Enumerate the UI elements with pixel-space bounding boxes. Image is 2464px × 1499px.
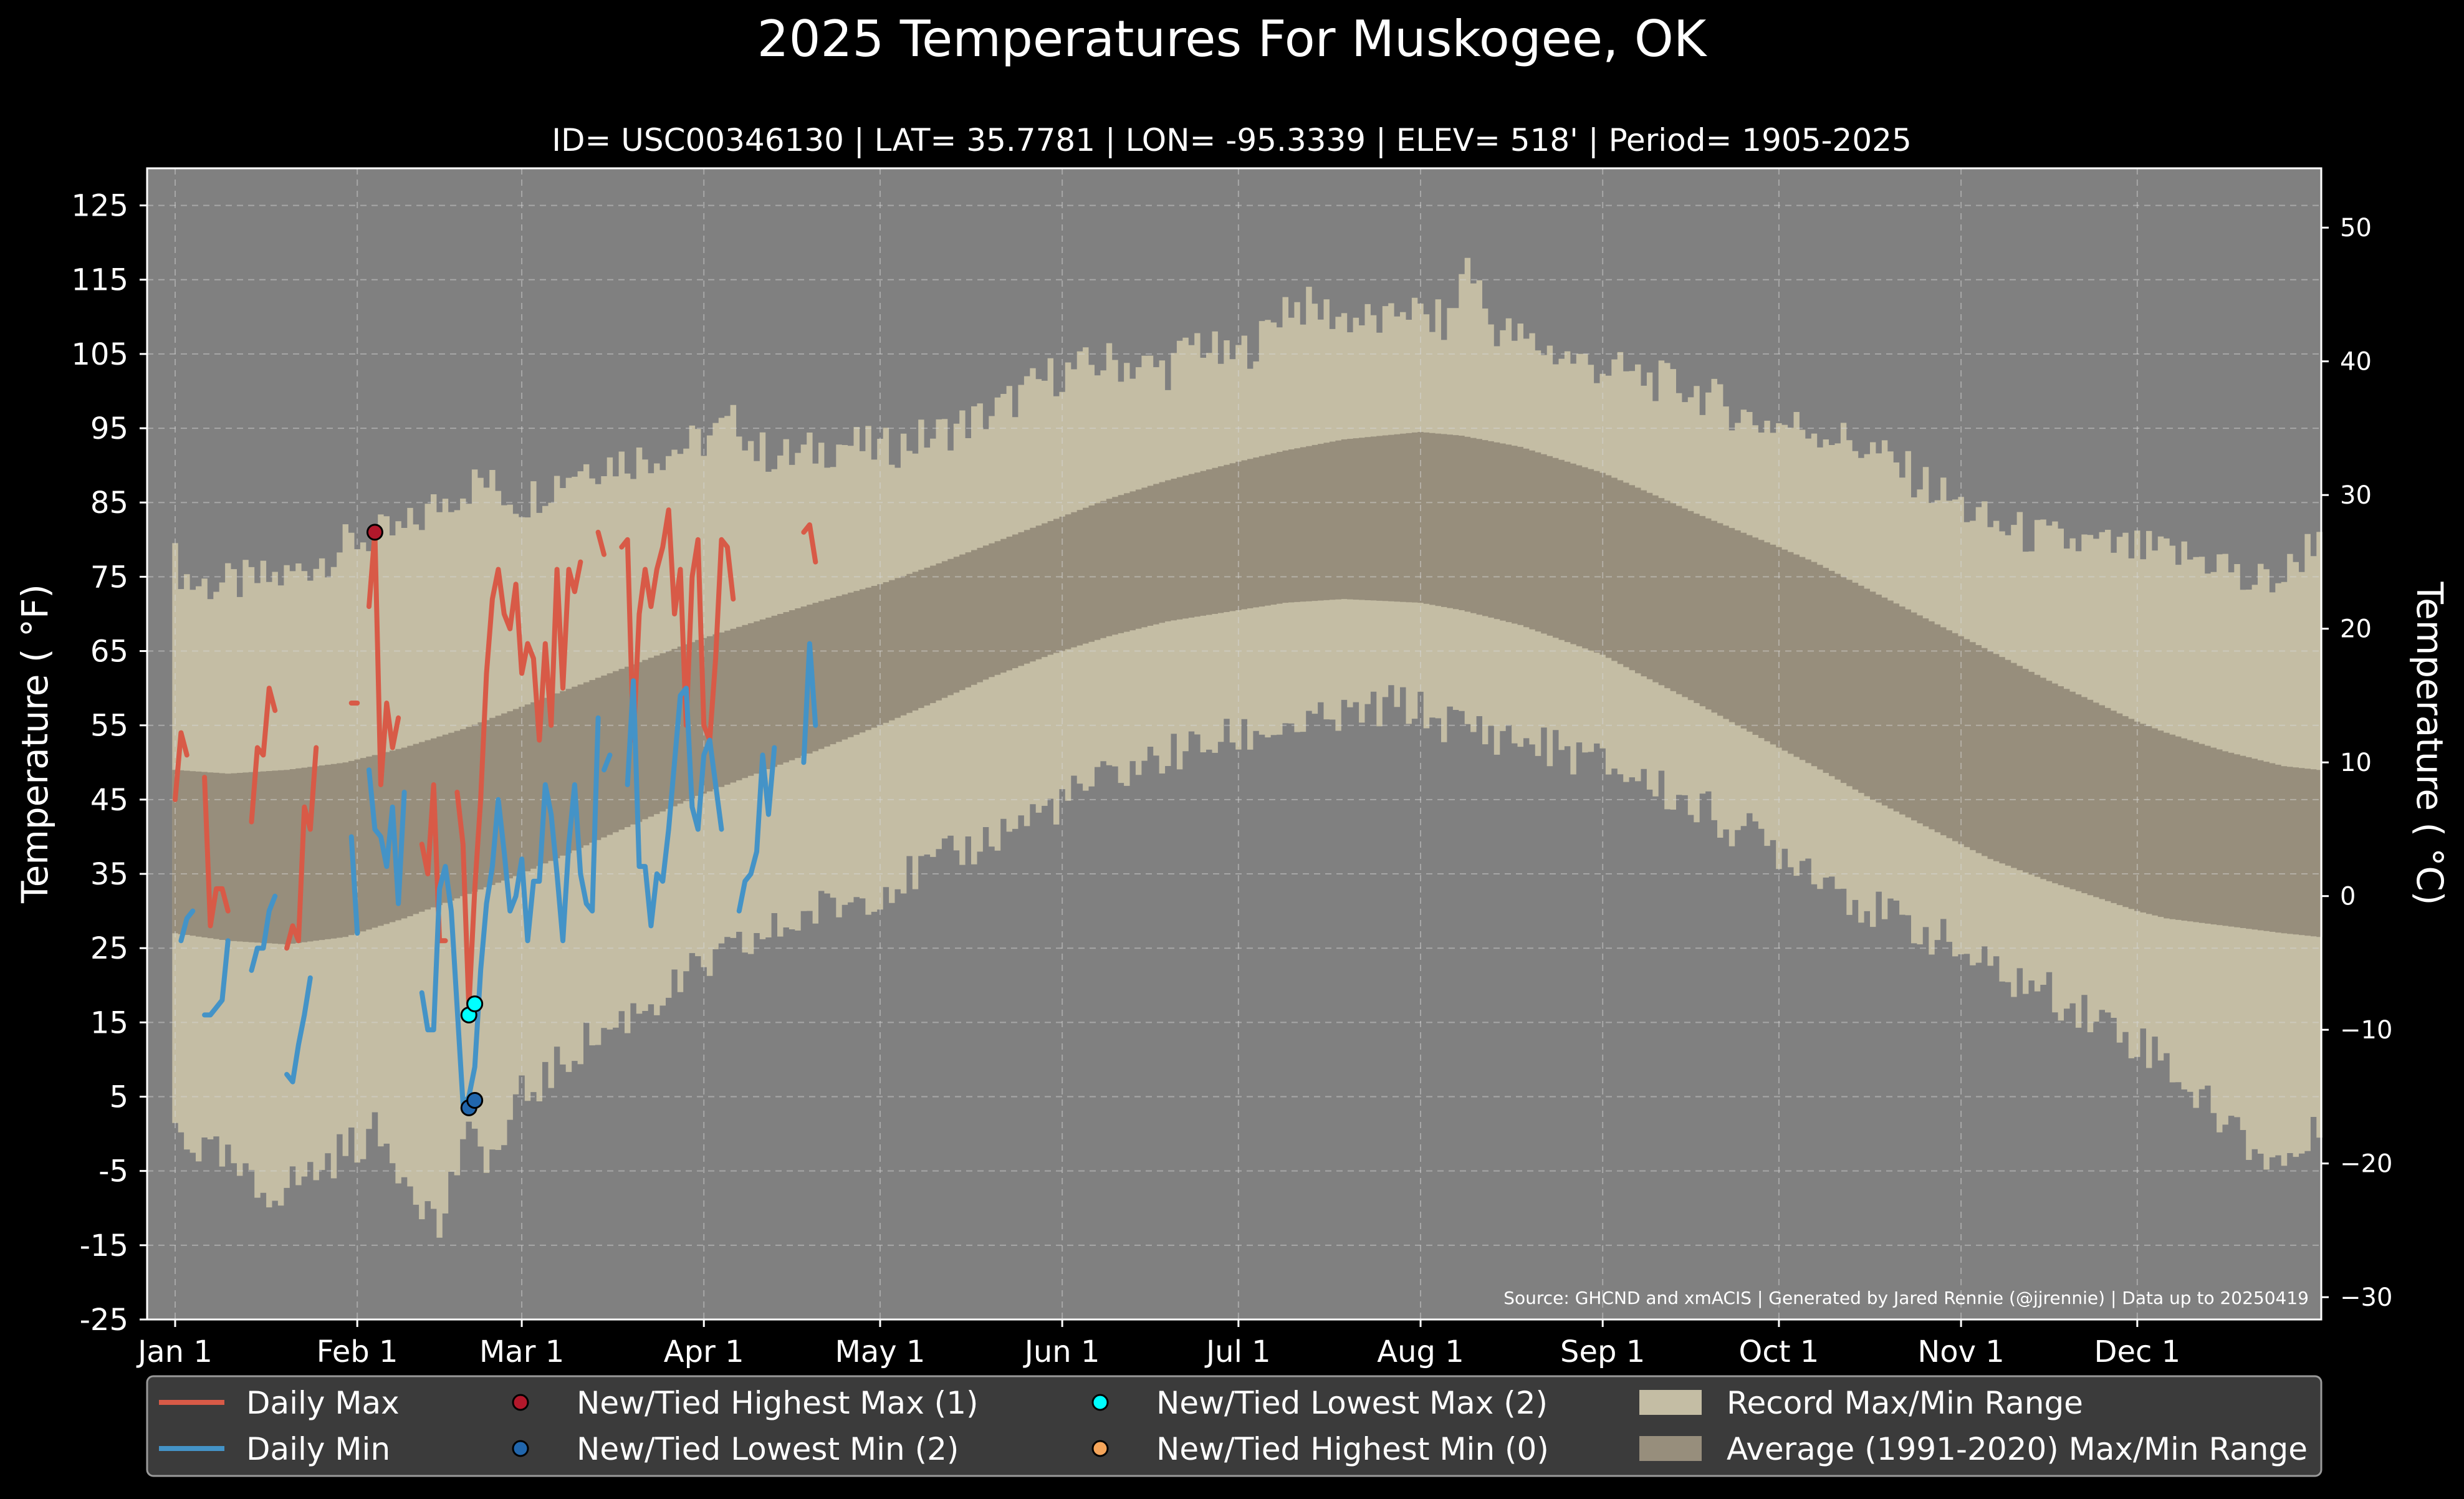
y-tick-label-left: 5 bbox=[109, 1080, 128, 1115]
legend-item-average-1991-2020-max-min-range: Average (1991-2020) Max/Min Range bbox=[1639, 1431, 2308, 1467]
source-note: Source: GHCND and xmACIS | Generated by … bbox=[1503, 1288, 2309, 1308]
series-line-segment bbox=[367, 529, 401, 787]
y-tick-label-right: 30 bbox=[2340, 481, 2372, 510]
legend-box bbox=[146, 1375, 2323, 1477]
series-daily-max bbox=[173, 507, 818, 1010]
legend-patch-swatch bbox=[1639, 1436, 1702, 1461]
x-tick-label: Nov 1 bbox=[1917, 1334, 2004, 1369]
y-axis-label-right: Temperature ( °C) bbox=[2409, 581, 2451, 905]
x-tick-label: Mar 1 bbox=[479, 1334, 564, 1369]
y-tick-label-left: -5 bbox=[98, 1154, 128, 1189]
legend-item-daily-min: Daily Min bbox=[159, 1431, 390, 1467]
x-tick-label: Jun 1 bbox=[1023, 1334, 1100, 1369]
legend-label: New/Tied Lowest Min (2) bbox=[577, 1431, 959, 1467]
series-line-segment bbox=[249, 893, 278, 973]
y-tick-label-right: 40 bbox=[2340, 348, 2372, 376]
series-line-segment bbox=[801, 522, 818, 565]
legend-item-new-tied-lowest-max-2: New/Tied Lowest Max (2) bbox=[1091, 1385, 1548, 1421]
series-line-segment bbox=[249, 686, 278, 825]
record-marker bbox=[466, 995, 484, 1013]
record-marker bbox=[466, 1091, 484, 1109]
legend-item-new-tied-lowest-min-2: New/Tied Lowest Min (2) bbox=[512, 1431, 959, 1467]
legend-label: Average (1991-2020) Max/Min Range bbox=[1727, 1431, 2308, 1467]
y-tick-label-left: 85 bbox=[90, 486, 128, 520]
legend: Daily Max Daily Min New/Tied Highest Max (… bbox=[146, 1375, 2323, 1477]
series-line-segment bbox=[595, 529, 606, 557]
y-tick-label-right: −20 bbox=[2340, 1150, 2392, 1179]
x-tick-label: Jul 1 bbox=[1204, 1334, 1271, 1369]
x-tick-label: Sep 1 bbox=[1560, 1334, 1645, 1369]
y-tick-label-left: 125 bbox=[71, 189, 128, 224]
legend-dot-swatch bbox=[1091, 1394, 1109, 1411]
y-tick-label-left: -15 bbox=[80, 1228, 128, 1263]
series-line-segment bbox=[619, 507, 736, 743]
series-line-segment bbox=[419, 715, 601, 1107]
series-line-segment bbox=[367, 767, 407, 906]
series-line-segment bbox=[348, 834, 360, 936]
y-tick-label-right: 20 bbox=[2340, 615, 2372, 644]
y-tick-label-left: 35 bbox=[90, 857, 128, 892]
chart-subtitle: ID= USC00346130 | LAT= 35.7781 | LON= -9… bbox=[552, 122, 1912, 158]
series-line-segment bbox=[173, 730, 189, 802]
y-tick-label-left: -25 bbox=[80, 1303, 128, 1338]
legend-item-new-tied-highest-max-1: New/Tied Highest Max (1) bbox=[512, 1385, 979, 1421]
plot-frame bbox=[146, 167, 2323, 1321]
legend-label: Record Max/Min Range bbox=[1727, 1385, 2083, 1421]
y-tick-label-left: 25 bbox=[90, 931, 128, 966]
legend-dot-swatch bbox=[1091, 1440, 1109, 1457]
legend-dot-swatch bbox=[512, 1440, 529, 1457]
legend-label: New/Tied Highest Min (0) bbox=[1156, 1431, 1549, 1467]
x-tick-label: Feb 1 bbox=[317, 1334, 398, 1369]
series-line-segment bbox=[625, 678, 724, 929]
y-tick-label-left: 55 bbox=[90, 709, 128, 744]
y-tick-label-right: −30 bbox=[2340, 1283, 2392, 1312]
legend-label: Daily Max bbox=[246, 1385, 400, 1421]
y-tick-label-left: 65 bbox=[90, 635, 128, 669]
series-daily-min bbox=[178, 641, 818, 1107]
legend-item-new-tied-highest-min-0: New/Tied Highest Min (0) bbox=[1091, 1431, 1549, 1467]
series-line-segment bbox=[284, 745, 319, 951]
legend-label: New/Tied Highest Max (1) bbox=[577, 1385, 979, 1421]
y-tick-label-left: 105 bbox=[71, 337, 128, 372]
y-tick-label-left: 15 bbox=[90, 1005, 128, 1040]
y-tick-label-left: 115 bbox=[71, 263, 128, 298]
series-line-segment bbox=[801, 641, 818, 765]
y-tick-label-right: −10 bbox=[2340, 1016, 2392, 1045]
series-line-segment bbox=[419, 782, 448, 944]
series-line-segment bbox=[736, 745, 777, 914]
x-tick-label: Apr 1 bbox=[664, 1334, 744, 1369]
legend-item-record-max-min-range: Record Max/Min Range bbox=[1639, 1385, 2083, 1421]
y-tick-label-left: 95 bbox=[90, 411, 128, 446]
series-line-segment bbox=[178, 908, 196, 944]
legend-item-daily-max: Daily Max bbox=[159, 1385, 400, 1421]
normal-range-band bbox=[172, 432, 2323, 945]
legend-label: New/Tied Lowest Max (2) bbox=[1156, 1385, 1548, 1421]
legend-patch-swatch bbox=[1639, 1390, 1702, 1415]
record-marker bbox=[366, 524, 383, 541]
y-tick-label-left: 45 bbox=[90, 783, 128, 818]
plot-area: 125 115 105 95 85 75 65 55 45 35 25 15 5 -5 -15 -25 50 40… bbox=[71, 167, 2392, 1369]
y-tick-label-left: 75 bbox=[90, 560, 128, 595]
legend-dot-swatch bbox=[512, 1394, 529, 1411]
x-tick-label: Aug 1 bbox=[1377, 1334, 1464, 1369]
x-tick-label: Dec 1 bbox=[2094, 1334, 2180, 1369]
y-tick-label-right: 0 bbox=[2340, 883, 2356, 911]
x-tick-label: May 1 bbox=[835, 1334, 925, 1369]
x-tick-label: Oct 1 bbox=[1739, 1334, 1819, 1369]
record-range-band bbox=[172, 257, 2323, 1238]
series-line-segment bbox=[454, 559, 583, 1010]
y-tick-label-right: 50 bbox=[2340, 214, 2372, 242]
y-axis-label-left: Temperature ( °F) bbox=[14, 584, 56, 904]
series-line-segment bbox=[202, 938, 231, 1018]
series-line-segment bbox=[602, 752, 613, 773]
legend-label: Daily Min bbox=[246, 1431, 390, 1467]
x-tick-label: Jan 1 bbox=[136, 1334, 213, 1369]
y-tick-label-right: 10 bbox=[2340, 749, 2372, 777]
series-line-segment bbox=[284, 975, 313, 1085]
chart-title: 2025 Temperatures For Muskogee, OK bbox=[757, 10, 1708, 68]
series-line-segment bbox=[202, 775, 231, 929]
